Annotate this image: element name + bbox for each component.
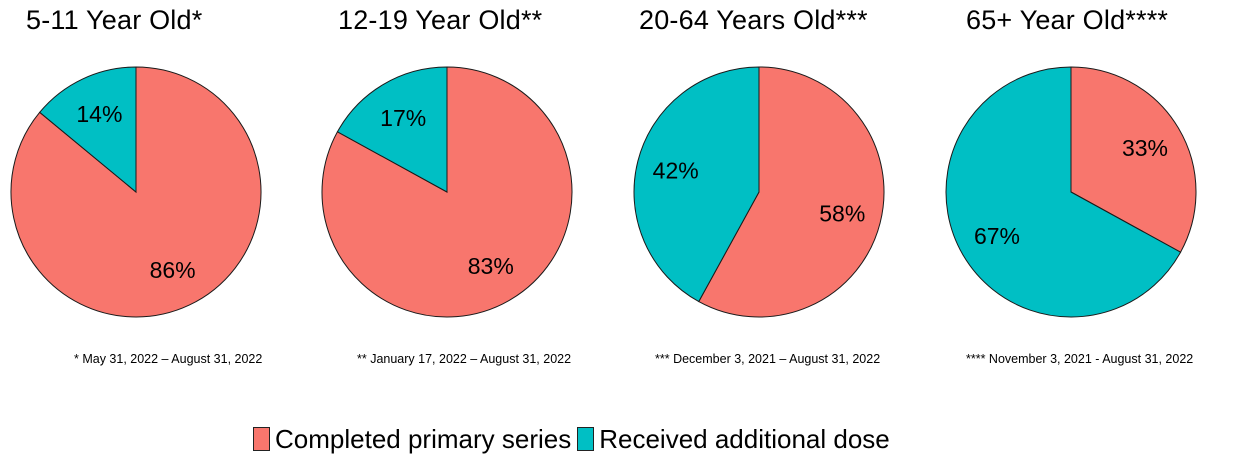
pie-chart: 83% 17% xyxy=(321,66,573,318)
pie-chart: 58% 42% xyxy=(633,66,885,318)
pie-slice-completed xyxy=(1070,66,1197,253)
slice-label: 83% xyxy=(468,253,514,279)
pie-slice-additional xyxy=(633,66,760,303)
pie-panel-65-plus: 65+ Year Old**** 33% 67% xyxy=(939,0,1235,380)
footnote: *** December 3, 2021 – August 31, 2022 xyxy=(655,352,881,366)
chart-title: 5-11 Year Old* xyxy=(26,5,203,35)
slice-label: 42% xyxy=(653,158,699,184)
slice-label: 33% xyxy=(1122,135,1168,161)
pie-slice-additional xyxy=(38,66,137,194)
chart-title: 12-19 Year Old** xyxy=(338,5,543,35)
pie-chart: 86% 14% xyxy=(10,66,262,318)
slice-label: 67% xyxy=(974,223,1020,249)
footnote: **** November 3, 2021 - August 31, 2022 xyxy=(966,352,1194,366)
slice-label: 58% xyxy=(819,200,865,226)
pie-panel-20-64: 20-64 Years Old*** 58% 42% xyxy=(627,0,927,380)
chart-title: 65+ Year Old**** xyxy=(966,5,1169,35)
pie-panel-12-19: 12-19 Year Old** 83% 17% xyxy=(315,0,615,380)
footnote: * May 31, 2022 – August 31, 2022 xyxy=(74,352,263,366)
legend-swatch-completed xyxy=(253,427,270,451)
chart-title: 20-64 Years Old*** xyxy=(639,5,868,35)
slice-label: 17% xyxy=(380,105,426,131)
slice-label: 86% xyxy=(150,257,196,283)
pie-panel-5-11: 5-11 Year Old* 86% 14% xyxy=(4,0,304,380)
legend: Completed primary series Received additi… xyxy=(253,423,896,455)
pie-slice-completed xyxy=(698,66,885,318)
footnote: ** January 17, 2022 – August 31, 2022 xyxy=(357,352,572,366)
legend-swatch-additional xyxy=(577,427,595,451)
pie-chart: 33% 67% xyxy=(945,66,1197,318)
pie-slice-additional xyxy=(336,66,448,193)
legend-label: Completed primary series xyxy=(275,423,572,454)
pie-slice-additional xyxy=(945,66,1182,318)
slice-label: 14% xyxy=(76,101,122,127)
legend-label: Received additional dose xyxy=(599,423,890,454)
